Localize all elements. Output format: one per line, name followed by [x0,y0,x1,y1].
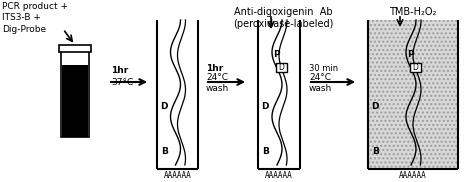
Text: D: D [278,63,285,72]
Text: B: B [372,147,379,155]
Bar [62,64,88,136]
Bar [59,45,91,52]
Text: 24°C: 24°C [206,73,228,82]
Text: Anti-digoxigenin  Ab
(peroxidase-labeled): Anti-digoxigenin Ab (peroxidase-labeled) [233,7,333,29]
Text: D: D [160,102,168,111]
Bar [258,20,300,169]
Text: AAAAAA: AAAAAA [164,171,191,181]
Text: P: P [273,50,280,59]
Text: AAAAAA: AAAAAA [399,171,427,181]
Text: 1hr: 1hr [111,66,128,75]
Bar [61,47,89,137]
Text: PCR product +
ITS3-B +
Dig-Probe: PCR product + ITS3-B + Dig-Probe [2,2,68,34]
Text: P: P [407,50,414,59]
Bar [276,63,287,72]
Text: B: B [262,147,269,155]
Text: 1hr: 1hr [206,64,223,73]
Text: TMB-H₂O₂: TMB-H₂O₂ [389,7,437,17]
Text: D: D [371,102,379,111]
Bar [368,20,458,169]
Bar [410,63,421,72]
Text: wash: wash [206,84,229,93]
Text: D: D [413,63,418,72]
Text: 30 min: 30 min [309,64,338,73]
Text: 37°C: 37°C [111,78,133,87]
Text: B: B [161,147,168,155]
Text: wash: wash [309,84,332,93]
Bar [157,20,198,169]
Text: AAAAAA: AAAAAA [265,171,293,181]
Text: 24°C: 24°C [309,73,331,82]
Text: D: D [261,102,269,111]
